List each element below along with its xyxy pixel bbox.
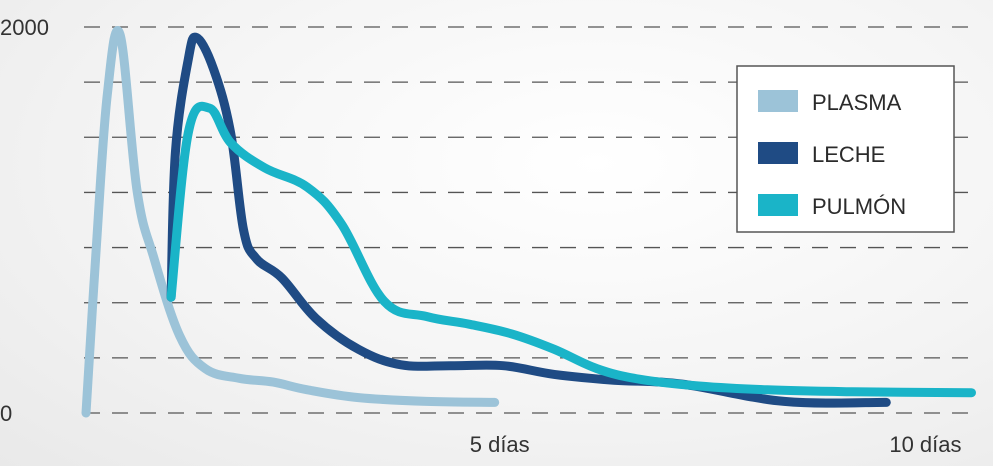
- series-line-pulmn: [166, 101, 976, 398]
- y-tick-label: 2000: [0, 15, 49, 40]
- legend-label-pulmn: PULMÓN: [812, 194, 906, 219]
- legend-label-leche: LECHE: [812, 142, 885, 167]
- y-tick-label: 0: [0, 401, 12, 426]
- axis-tick-labels: 2000 0 5 días 10 días: [0, 15, 962, 457]
- legend: PLASMA LECHE PULMÓN: [736, 65, 955, 233]
- legend-swatch-pulmn: [758, 194, 798, 216]
- x-tick-label: 5 días: [470, 432, 530, 457]
- legend-label-plasma: PLASMA: [812, 90, 902, 115]
- legend-swatch-plasma: [758, 90, 798, 112]
- series-lines: [81, 26, 976, 418]
- legend-swatch-leche: [758, 142, 798, 164]
- series-line-plasma: [81, 26, 500, 418]
- grid-lines: [84, 26, 980, 414]
- x-tick-label: 10 días: [889, 432, 961, 457]
